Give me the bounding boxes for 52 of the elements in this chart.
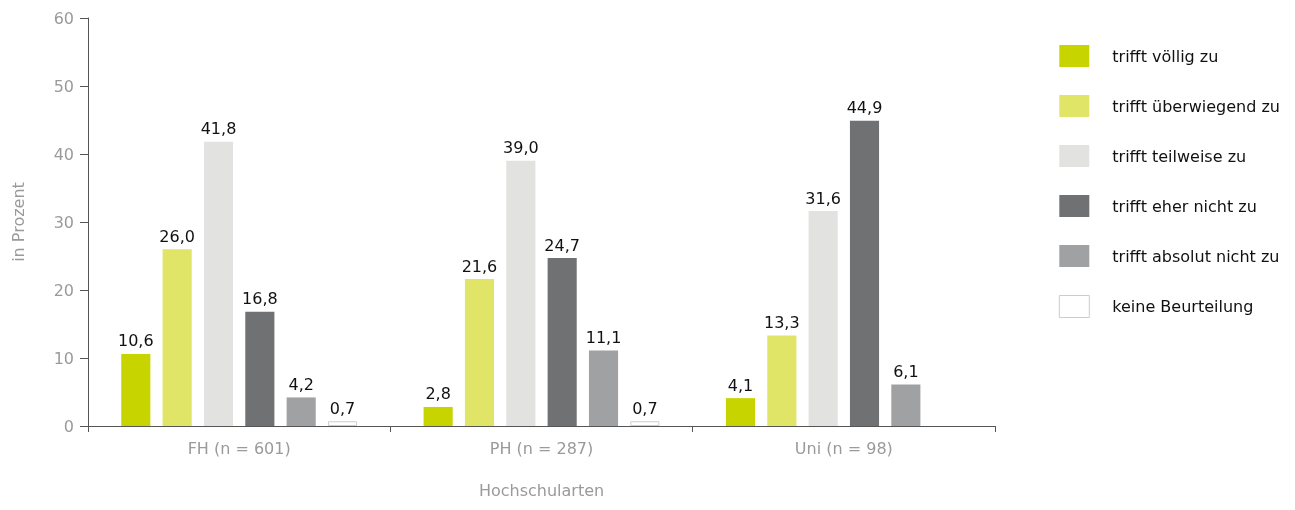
data-label: 21,6 <box>461 256 498 276</box>
legend-label: trifft völlig zu <box>1112 46 1219 66</box>
data-label: 11,1 <box>585 328 622 348</box>
data-label: 41,8 <box>200 119 237 139</box>
data-label: 13,3 <box>764 313 800 333</box>
y-tick-label: 50 <box>53 76 74 96</box>
legend-label: trifft absolut nicht zu <box>1112 246 1280 266</box>
x-axis-title: Hochschularten <box>478 480 605 500</box>
bar <box>327 421 358 426</box>
bar <box>245 311 275 426</box>
bar <box>547 258 577 426</box>
legend-label: trifft eher nicht zu <box>1112 196 1257 216</box>
bar <box>423 406 453 426</box>
y-axis-title: in Prozent <box>8 182 28 262</box>
bar <box>203 141 234 426</box>
bar <box>767 335 797 426</box>
legend-label: trifft teilweise zu <box>1112 146 1247 166</box>
legend-label: keine Beurteilung <box>1112 297 1254 316</box>
x-tick-label: FH (n = 601) <box>187 438 291 458</box>
data-label: 26,0 <box>159 226 195 246</box>
bar <box>588 350 619 426</box>
data-label: 44,9 <box>846 98 883 118</box>
y-tick-label: 60 <box>53 8 74 28</box>
data-label: 0,7 <box>329 398 356 418</box>
bar <box>162 249 192 426</box>
data-label: 0,7 <box>632 398 658 418</box>
data-label: 4,1 <box>727 375 754 395</box>
bar <box>725 398 756 426</box>
data-label: 2,8 <box>425 384 451 404</box>
data-label: 4,2 <box>288 374 314 394</box>
x-tick-label: Uni (n = 98) <box>794 438 893 458</box>
bar <box>464 279 495 426</box>
y-tick-label: 10 <box>53 348 74 368</box>
data-label: 24,7 <box>544 235 580 255</box>
data-label: 10,6 <box>118 331 154 351</box>
bar <box>506 160 536 426</box>
x-tick-label: PH (n = 287) <box>489 438 594 458</box>
data-label: 16,8 <box>242 289 278 309</box>
bar <box>891 384 921 426</box>
bar <box>808 211 838 426</box>
bar <box>630 421 660 426</box>
bar <box>849 120 880 426</box>
y-tick-label: 30 <box>53 212 74 232</box>
bar <box>286 397 316 426</box>
y-tick-label: 20 <box>53 280 74 300</box>
legend-label: trifft überwiegend zu <box>1112 96 1281 116</box>
y-tick-label: 0 <box>63 416 74 436</box>
data-label: 6,1 <box>893 362 919 382</box>
bar <box>121 353 151 426</box>
y-tick-label: 40 <box>53 144 74 164</box>
data-label: 31,6 <box>805 188 841 208</box>
data-label: 39,0 <box>503 138 539 158</box>
